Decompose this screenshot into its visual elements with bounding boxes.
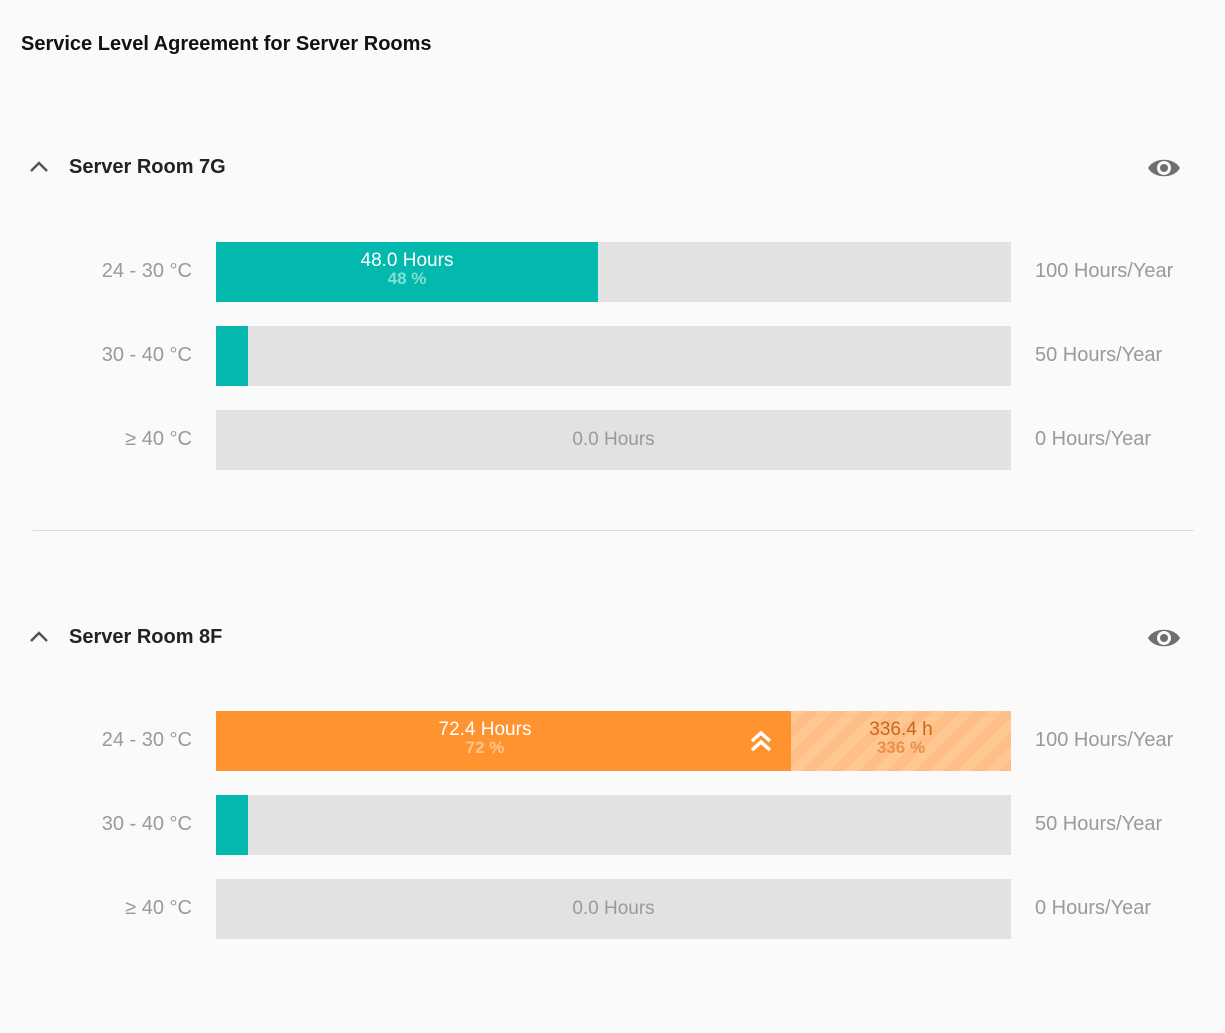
sla-row: ≥ 40 °C 0.0 Hours 0 Hours/Year bbox=[0, 879, 1225, 939]
hours-value: 72.4 Hours bbox=[438, 719, 532, 740]
limit-label: 50 Hours/Year bbox=[1035, 813, 1163, 835]
limit-label: 0 Hours/Year bbox=[1035, 897, 1151, 919]
room-header: Server Room 8F bbox=[0, 623, 1225, 663]
overflow-percent: 336 % bbox=[876, 738, 926, 757]
temperature-range-label: ≥ 40 °C bbox=[125, 897, 192, 919]
bar-value: 48.0 Hours 48 % bbox=[216, 250, 598, 288]
section-divider bbox=[33, 530, 1194, 531]
eye-icon[interactable] bbox=[1146, 153, 1182, 183]
progress-track bbox=[216, 795, 1011, 855]
progress-track bbox=[216, 326, 1011, 386]
sla-row: ≥ 40 °C 0.0 Hours 0 Hours/Year bbox=[0, 410, 1225, 470]
overflow-value: 336.4 h 336 % bbox=[791, 719, 1011, 757]
chevron-up-icon[interactable] bbox=[28, 159, 50, 175]
bar-value: 72.4 Hours 72 % bbox=[216, 719, 754, 757]
sla-row: 30 - 40 °C 50 Hours/Year bbox=[0, 795, 1225, 855]
temperature-range-label: 24 - 30 °C bbox=[101, 729, 192, 751]
hours-value: 48.0 Hours bbox=[360, 250, 454, 271]
temperature-range-label: 30 - 40 °C bbox=[101, 344, 192, 366]
sla-row: 24 - 30 °C 48.0 Hours 48 % 100 Hours/Yea… bbox=[0, 242, 1225, 302]
limit-label: 50 Hours/Year bbox=[1035, 344, 1163, 366]
temperature-range-label: ≥ 40 °C bbox=[125, 428, 192, 450]
overflow-hours: 336.4 h bbox=[869, 719, 933, 740]
room-header: Server Room 7G bbox=[0, 153, 1225, 193]
progress-fill bbox=[216, 242, 598, 302]
limit-label: 100 Hours/Year bbox=[1035, 260, 1174, 282]
hours-value: 0.0 Hours bbox=[572, 898, 655, 919]
chevron-up-icon[interactable] bbox=[28, 629, 50, 645]
progress-fill bbox=[216, 795, 248, 855]
limit-label: 100 Hours/Year bbox=[1035, 729, 1174, 751]
progress-track: 72.4 Hours 72 % 336.4 h 336 % bbox=[216, 711, 1011, 771]
temperature-range-label: 24 - 30 °C bbox=[101, 260, 192, 282]
progress-track: 0.0 Hours bbox=[216, 410, 1011, 470]
page-title: Service Level Agreement for Server Rooms bbox=[21, 33, 432, 55]
overflow-segment bbox=[791, 711, 1011, 771]
double-chevron-up-icon bbox=[750, 730, 772, 752]
percent-value: 72 % bbox=[465, 738, 505, 757]
room-title: Server Room 7G bbox=[69, 156, 226, 178]
sla-row: 24 - 30 °C 72.4 Hours 72 % 336.4 h 336 %… bbox=[0, 711, 1225, 771]
eye-icon[interactable] bbox=[1146, 623, 1182, 653]
sla-row: 30 - 40 °C 50 Hours/Year bbox=[0, 326, 1225, 386]
temperature-range-label: 30 - 40 °C bbox=[101, 813, 192, 835]
progress-fill bbox=[216, 711, 791, 771]
progress-track: 48.0 Hours 48 % bbox=[216, 242, 1011, 302]
hours-value: 0.0 Hours bbox=[572, 429, 655, 450]
progress-fill bbox=[216, 326, 248, 386]
progress-track: 0.0 Hours bbox=[216, 879, 1011, 939]
percent-value: 48 % bbox=[387, 269, 427, 288]
room-title: Server Room 8F bbox=[69, 626, 223, 648]
limit-label: 0 Hours/Year bbox=[1035, 428, 1151, 450]
